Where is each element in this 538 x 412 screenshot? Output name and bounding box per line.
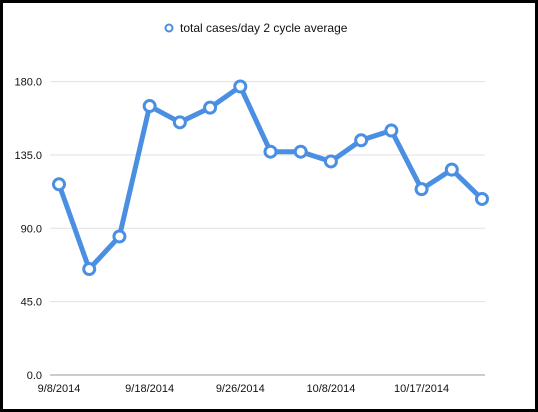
x-tick-label: 10/17/2014 [394,383,449,395]
x-axis-ticks: 9/8/2014 9/18/2014 9/26/2014 10/8/2014 10/17… [38,383,450,395]
data-point [203,100,218,115]
data-point [112,229,127,244]
legend-label: total cases/day 2 cycle average [180,21,348,35]
x-tick-label: 10/8/2014 [306,383,355,395]
series-layer [52,79,489,277]
data-point [384,123,399,138]
y-tick-label: 135.0 [14,150,42,162]
y-tick-label: 0.0 [27,370,42,382]
y-tick-label: 90.0 [21,223,42,235]
y-tick-label: 45.0 [21,297,42,309]
data-point [233,79,248,94]
legend-marker-icon [164,23,174,33]
data-point [82,262,97,277]
x-tick-label: 9/26/2014 [216,383,265,395]
data-point [52,177,66,192]
data-point [293,144,308,159]
data-point [444,162,459,177]
gridlines [50,81,485,376]
legend: total cases/day 2 cycle average [164,21,348,35]
data-point [475,191,489,206]
data-point [414,182,429,197]
x-tick-label: 9/18/2014 [125,383,174,395]
data-point [354,133,369,148]
y-tick-label: 180.0 [14,77,42,89]
data-point [142,99,157,114]
data-point [172,115,187,130]
y-axis-ticks: 0.0 45.0 90.0 135.0 180.0 [14,77,42,382]
data-point [323,154,338,169]
x-tick-label: 9/8/2014 [38,383,81,395]
data-point [263,144,278,159]
